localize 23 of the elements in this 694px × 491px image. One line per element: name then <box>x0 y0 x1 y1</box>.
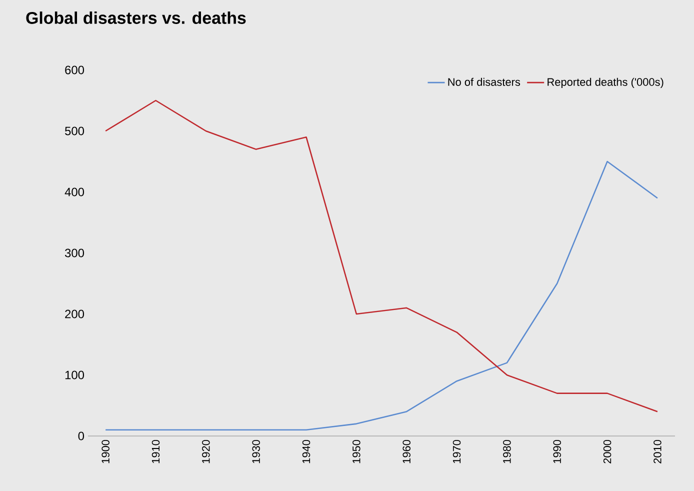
x-tick-label: 1980 <box>503 440 511 464</box>
x-tick-label: 1950 <box>352 440 360 464</box>
x-tick-label: 1970 <box>452 440 461 464</box>
y-tick-label: 600 <box>65 66 84 74</box>
x-tick-label: 1930 <box>252 440 260 464</box>
x-tick-label: 1990 <box>553 440 561 464</box>
y-tick-label: 100 <box>65 370 84 380</box>
x-tick-label: 1910 <box>152 440 160 464</box>
legend-label: Reported deaths ('000s) <box>548 78 664 88</box>
x-tick-label: 1940 <box>302 440 310 464</box>
x-tick-label: 2000 <box>603 440 612 464</box>
y-tick-label: 200 <box>65 310 84 318</box>
x-tick-label: 2010 <box>654 440 662 464</box>
y-tick-label: 0 <box>78 432 84 440</box>
y-tick-label: 500 <box>65 126 84 136</box>
y-tick-label: 400 <box>64 188 84 196</box>
line-series <box>104 100 658 412</box>
legend-label: No of disasters <box>448 78 520 86</box>
x-tick-label: 1920 <box>202 440 210 464</box>
x-tick-label: 1900 <box>102 440 110 464</box>
y-tick-label: 300 <box>64 248 84 258</box>
chart-title: Global disasters vs. deaths <box>26 12 246 24</box>
x-tick-label: 1960 <box>402 440 410 464</box>
